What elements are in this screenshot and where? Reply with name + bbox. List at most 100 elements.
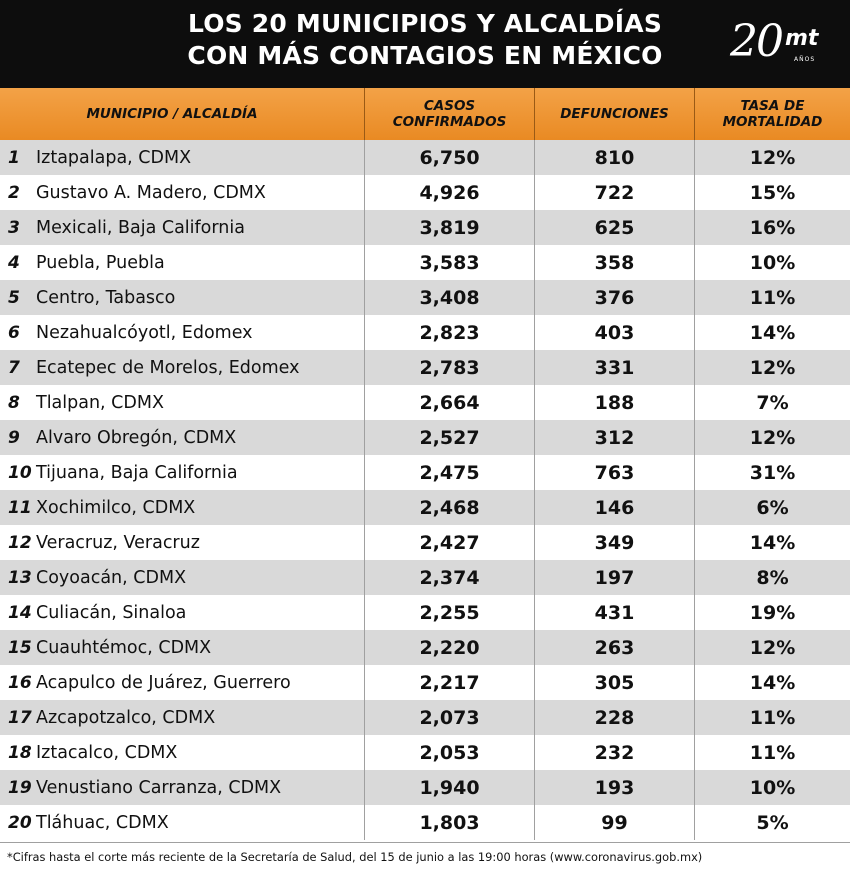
- table-row: 12 Veracruz, Veracruz 2,427 349 14%: [0, 525, 850, 560]
- cell-casos: 2,664: [365, 385, 535, 420]
- cell-defunciones: 376: [535, 280, 695, 315]
- cell-municipio: 1 Iztapalapa, CDMX: [0, 140, 365, 175]
- rank-number: 17: [8, 707, 32, 728]
- cell-municipio: 20 Tláhuac, CDMX: [0, 805, 365, 840]
- cell-casos: 6,750: [365, 140, 535, 175]
- cell-casos: 2,475: [365, 455, 535, 490]
- cell-defunciones: 810: [535, 140, 695, 175]
- cell-municipio: 14 Culiacán, Sinaloa: [0, 595, 365, 630]
- cell-tasa: 12%: [749, 356, 796, 379]
- municipio-name: Centro, Tabasco: [36, 287, 176, 308]
- table-row: 8 Tlalpan, CDMX 2,664 188 7%: [0, 385, 850, 420]
- cell-municipio: 2 Gustavo A. Madero, CDMX: [0, 175, 365, 210]
- municipio-name: Veracruz, Veracruz: [36, 532, 200, 553]
- cell-defunciones: 99: [535, 805, 695, 840]
- municipio-name: Nezahualcóyotl, Edomex: [36, 322, 253, 343]
- cell-casos: 2,374: [365, 560, 535, 595]
- rank-number: 8: [8, 392, 20, 413]
- cell-municipio: 16 Acapulco de Juárez, Guerrero: [0, 665, 365, 700]
- cell-defunciones: 305: [535, 665, 695, 700]
- municipio-name: Iztacalco, CDMX: [36, 742, 178, 763]
- cell-defunciones: 188: [535, 385, 695, 420]
- municipio-name: Tijuana, Baja California: [36, 462, 238, 483]
- rank-number: 15: [8, 637, 32, 658]
- municipio-name: Iztapalapa, CDMX: [36, 147, 192, 168]
- cell-tasa: 14%: [749, 671, 796, 694]
- cell-defunciones: 228: [535, 700, 695, 735]
- municipio-name: Tlalpan, CDMX: [36, 392, 164, 413]
- table-row: 9 Alvaro Obregón, CDMX 2,527 312 12%: [0, 420, 850, 455]
- title-line-2: CON MÁS CONTAGIOS EN MÉXICO: [187, 41, 663, 70]
- rank-number: 11: [8, 497, 32, 518]
- cell-casos: 2,217: [365, 665, 535, 700]
- cell-tasa: 31%: [749, 461, 796, 484]
- cell-casos: 2,073: [365, 700, 535, 735]
- cell-defunciones: 312: [535, 420, 695, 455]
- cell-casos: 2,823: [365, 315, 535, 350]
- cell-defunciones: 232: [535, 735, 695, 770]
- rank-number: 14: [8, 602, 32, 623]
- cell-municipio: 17 Azcapotzalco, CDMX: [0, 700, 365, 735]
- table-row: 1 Iztapalapa, CDMX 6,750 810 12%: [0, 140, 850, 175]
- municipio-name: Culiacán, Sinaloa: [36, 602, 187, 623]
- municipio-name: Tláhuac, CDMX: [36, 812, 169, 833]
- rank-number: 4: [8, 252, 20, 273]
- cell-municipio: 6 Nezahualcóyotl, Edomex: [0, 315, 365, 350]
- cell-tasa: 12%: [749, 146, 796, 169]
- cell-tasa: 14%: [749, 531, 796, 554]
- municipio-name: Azcapotzalco, CDMX: [36, 707, 216, 728]
- cell-tasa: 11%: [749, 286, 796, 309]
- municipio-name: Venustiano Carranza, CDMX: [36, 777, 282, 798]
- cell-tasa: 19%: [749, 601, 796, 624]
- table-row: 10 Tijuana, Baja California 2,475 763 31%: [0, 455, 850, 490]
- table-body: 1 Iztapalapa, CDMX 6,750 810 12% 2 Gustavo A. …: [0, 140, 850, 840]
- rank-number: 10: [8, 462, 32, 483]
- cell-defunciones: 722: [535, 175, 695, 210]
- table-row: 11 Xochimilco, CDMX 2,468 146 6%: [0, 490, 850, 525]
- municipio-name: Ecatepec de Morelos, Edomex: [36, 357, 300, 378]
- cell-tasa: 12%: [749, 636, 796, 659]
- page-title: LOS 20 MUNICIPIOS Y ALCALDÍAS CON MÁS CO…: [0, 8, 850, 72]
- cell-municipio: 3 Mexicali, Baja California: [0, 210, 365, 245]
- municipio-name: Mexicali, Baja California: [36, 217, 245, 238]
- cell-municipio: 11 Xochimilco, CDMX: [0, 490, 365, 525]
- cell-defunciones: 263: [535, 630, 695, 665]
- municipio-name: Cuauhtémoc, CDMX: [36, 637, 212, 658]
- rank-number: 1: [8, 147, 20, 168]
- table-row: 4 Puebla, Puebla 3,583 358 10%: [0, 245, 850, 280]
- column-header-municipio: MUNICIPIO / ALCALDÍA: [0, 88, 365, 140]
- cell-tasa: 10%: [749, 776, 796, 799]
- municipio-name: Coyoacán, CDMX: [36, 567, 187, 588]
- municipio-name: Acapulco de Juárez, Guerrero: [36, 672, 291, 693]
- cell-municipio: 13 Coyoacán, CDMX: [0, 560, 365, 595]
- cell-tasa: 5%: [756, 811, 789, 834]
- cell-casos: 2,468: [365, 490, 535, 525]
- table-row: 18 Iztacalco, CDMX 2,053 232 11%: [0, 735, 850, 770]
- column-header-defunciones: DEFUNCIONES: [535, 88, 695, 140]
- cell-municipio: 15 Cuauhtémoc, CDMX: [0, 630, 365, 665]
- cell-defunciones: 193: [535, 770, 695, 805]
- table-row: 3 Mexicali, Baja California 3,819 625 16%: [0, 210, 850, 245]
- footnote: *Cifras hasta el corte más reciente de l…: [0, 842, 850, 870]
- cell-tasa: 10%: [749, 251, 796, 274]
- cell-tasa: 6%: [756, 496, 789, 519]
- table-row: 15 Cuauhtémoc, CDMX 2,220 263 12%: [0, 630, 850, 665]
- table-row: 5 Centro, Tabasco 3,408 376 11%: [0, 280, 850, 315]
- cell-tasa: 11%: [749, 741, 796, 764]
- cell-municipio: 19 Venustiano Carranza, CDMX: [0, 770, 365, 805]
- table-row: 17 Azcapotzalco, CDMX 2,073 228 11%: [0, 700, 850, 735]
- cell-casos: 2,255: [365, 595, 535, 630]
- cell-defunciones: 403: [535, 315, 695, 350]
- rank-number: 20: [8, 812, 32, 833]
- table-row: 19 Venustiano Carranza, CDMX 1,940 193 10%: [0, 770, 850, 805]
- table-row: 7 Ecatepec de Morelos, Edomex 2,783 331 12%: [0, 350, 850, 385]
- cell-defunciones: 763: [535, 455, 695, 490]
- cell-defunciones: 146: [535, 490, 695, 525]
- cell-casos: 3,819: [365, 210, 535, 245]
- cell-casos: 2,783: [365, 350, 535, 385]
- table-row: 6 Nezahualcóyotl, Edomex 2,823 403 14%: [0, 315, 850, 350]
- cell-municipio: 9 Alvaro Obregón, CDMX: [0, 420, 365, 455]
- cell-defunciones: 358: [535, 245, 695, 280]
- table-row: 14 Culiacán, Sinaloa 2,255 431 19%: [0, 595, 850, 630]
- rank-number: 6: [8, 322, 20, 343]
